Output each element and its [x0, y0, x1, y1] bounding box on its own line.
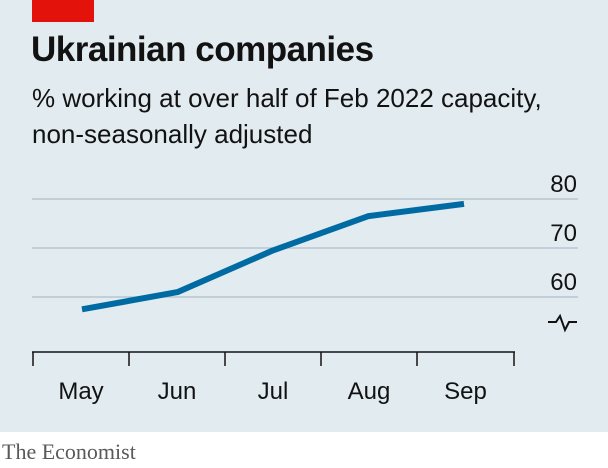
chart-title: Ukrainian companies	[31, 30, 374, 69]
x-tick-label-jul: Jul	[258, 378, 289, 405]
brand-tag	[32, 0, 94, 22]
chart-panel	[0, 0, 608, 432]
line-chart: 60 70 80 May Jun Jul Aug Sep	[32, 171, 578, 405]
chart-subtitle: % working at over half of Feb 2022 capac…	[32, 83, 542, 149]
x-tick-label-aug: Aug	[348, 378, 391, 405]
x-tick-label-jun: Jun	[158, 378, 197, 405]
series-lines	[81, 200, 465, 313]
x-axis: May Jun Jul Aug Sep	[32, 351, 515, 405]
x-tick-label-sep: Sep	[444, 378, 487, 405]
y-axis-break-icon	[548, 313, 577, 333]
y-tick-label-80: 80	[550, 171, 577, 198]
source-credit: The Economist	[2, 439, 136, 464]
gridlines	[32, 198, 578, 298]
x-tick-label-may: May	[58, 378, 103, 405]
y-tick-label-70: 70	[550, 220, 577, 247]
y-axis-ticks: 60 70 80	[550, 171, 577, 296]
series-line-0	[81, 200, 465, 313]
y-tick-label-60: 60	[550, 269, 577, 296]
